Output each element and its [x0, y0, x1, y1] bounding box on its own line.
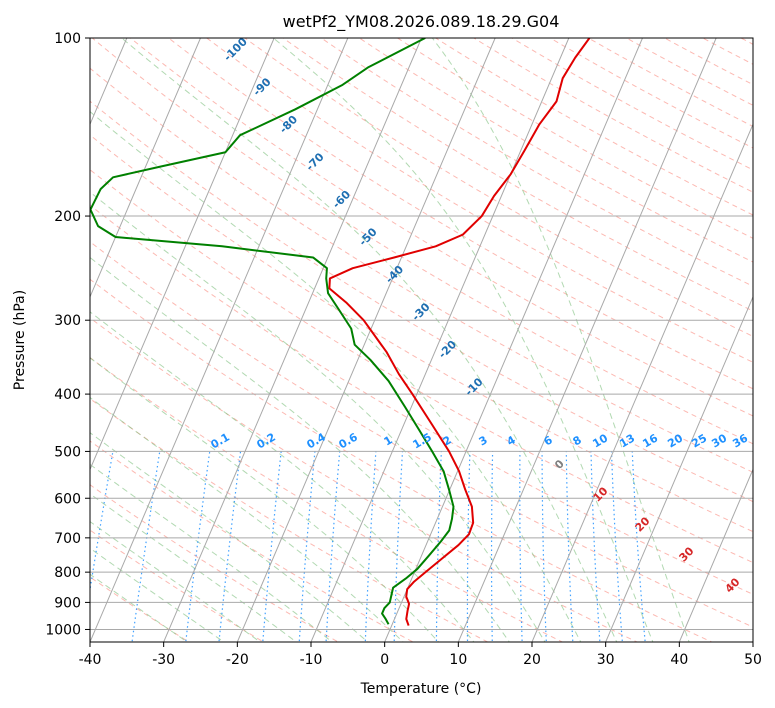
- x-tick-label: 50: [744, 652, 762, 668]
- isotherm-line: [457, 38, 717, 642]
- y-tick-label: 100: [54, 31, 81, 47]
- dry-adiabat-line: [90, 529, 265, 642]
- isotherm-line: [90, 38, 201, 299]
- dry-adiabat-line: [358, 38, 753, 263]
- moist-adiabat-line: [90, 396, 404, 642]
- x-tick-label: -30: [152, 652, 175, 668]
- dry-adiabat-line: [90, 134, 753, 533]
- dry-adiabat-line: [90, 278, 713, 642]
- y-tick-label: 500: [54, 444, 81, 460]
- dry-adiabat-line: [129, 38, 753, 417]
- isotherm-line: [310, 38, 570, 642]
- dry-adiabat-line: [90, 241, 753, 628]
- moist-adiabat-line: [90, 191, 546, 642]
- moist-adiabat-line: [90, 493, 298, 642]
- dry-adiabat-line: [587, 38, 753, 128]
- x-tick-label: -20: [226, 652, 249, 668]
- dry-adiabat-line: [90, 100, 753, 503]
- dry-adiabat-line: [396, 38, 753, 239]
- plot-frame: [89, 37, 754, 643]
- x-tick-label: 40: [670, 652, 688, 668]
- isotherm-line: [90, 38, 349, 642]
- moist-adiabat-line: [90, 311, 475, 642]
- isotherm-line: [678, 468, 753, 642]
- mixing-ratio-line: [90, 451, 114, 594]
- moist-adiabat-line: [90, 256, 510, 642]
- dry-adiabat-line: [434, 38, 753, 216]
- y-tick-label: 700: [54, 531, 81, 547]
- moist-adiabat-line: [90, 573, 189, 642]
- isotherm-line: [90, 38, 275, 471]
- moist-adiabat-line: [90, 110, 582, 642]
- y-tick-label: 400: [54, 387, 81, 403]
- moist-adiabat-line: [90, 432, 369, 642]
- isotherm-line: [605, 295, 753, 642]
- y-tick-label: 300: [54, 313, 81, 329]
- dry-adiabat-line: [90, 67, 753, 473]
- x-tick-label: 20: [523, 652, 541, 668]
- x-tick-label: 0: [380, 652, 389, 668]
- grid: [90, 38, 753, 642]
- x-tick-label: -10: [300, 652, 323, 668]
- y-tick-label: 900: [54, 595, 81, 611]
- isotherm-line: [163, 38, 422, 642]
- moist-adiabat-line: [90, 357, 440, 642]
- moist-adiabat-line: [431, 38, 690, 642]
- dry-adiabat-line: [320, 38, 753, 287]
- moist-adiabat-line: [90, 547, 225, 642]
- y-axis-title: Pressure (hPa): [12, 290, 28, 390]
- y-tick-label: 200: [54, 209, 81, 225]
- moist-adiabat-line: [272, 38, 654, 642]
- moist-adiabat-line: [90, 520, 262, 642]
- moist-adiabat-line: [120, 38, 618, 642]
- y-tick-label: 800: [54, 565, 81, 581]
- dry-adiabat-line: [90, 317, 639, 642]
- reference-lines: [90, 38, 753, 642]
- profile-line: [90, 38, 455, 625]
- dry-adiabat-line: [472, 38, 753, 193]
- dry-adiabat-line: [91, 38, 753, 445]
- series-lines: [90, 38, 591, 626]
- x-tick-label: 10: [449, 652, 467, 668]
- y-tick-label: 600: [54, 491, 81, 507]
- dry-adiabat-line: [90, 204, 753, 595]
- x-tick-label: -40: [79, 652, 102, 668]
- x-axis-title: Temperature (°C): [360, 681, 482, 697]
- dry-adiabat-line: [282, 38, 753, 312]
- isotherm-line: [531, 123, 753, 642]
- isotherm-line: [236, 38, 496, 642]
- chart-title: wetPf2_YM08.2026.089.18.29.G04: [283, 12, 560, 32]
- dry-adiabat-line: [511, 38, 753, 171]
- x-tick-label: 30: [597, 652, 615, 668]
- isotherm-line: [384, 38, 643, 642]
- dry-adiabat-line: [90, 484, 340, 642]
- dry-adiabat-line: [205, 38, 753, 363]
- moist-adiabat-line: [90, 463, 333, 642]
- profile-line: [328, 38, 591, 626]
- dry-adiabat-line: [90, 169, 753, 564]
- y-tick-label: 1000: [45, 622, 81, 638]
- axes: -40 -30 -20 -10 0 10 20 30 40 50 1000 900 800 700 600 5…: [45, 31, 762, 668]
